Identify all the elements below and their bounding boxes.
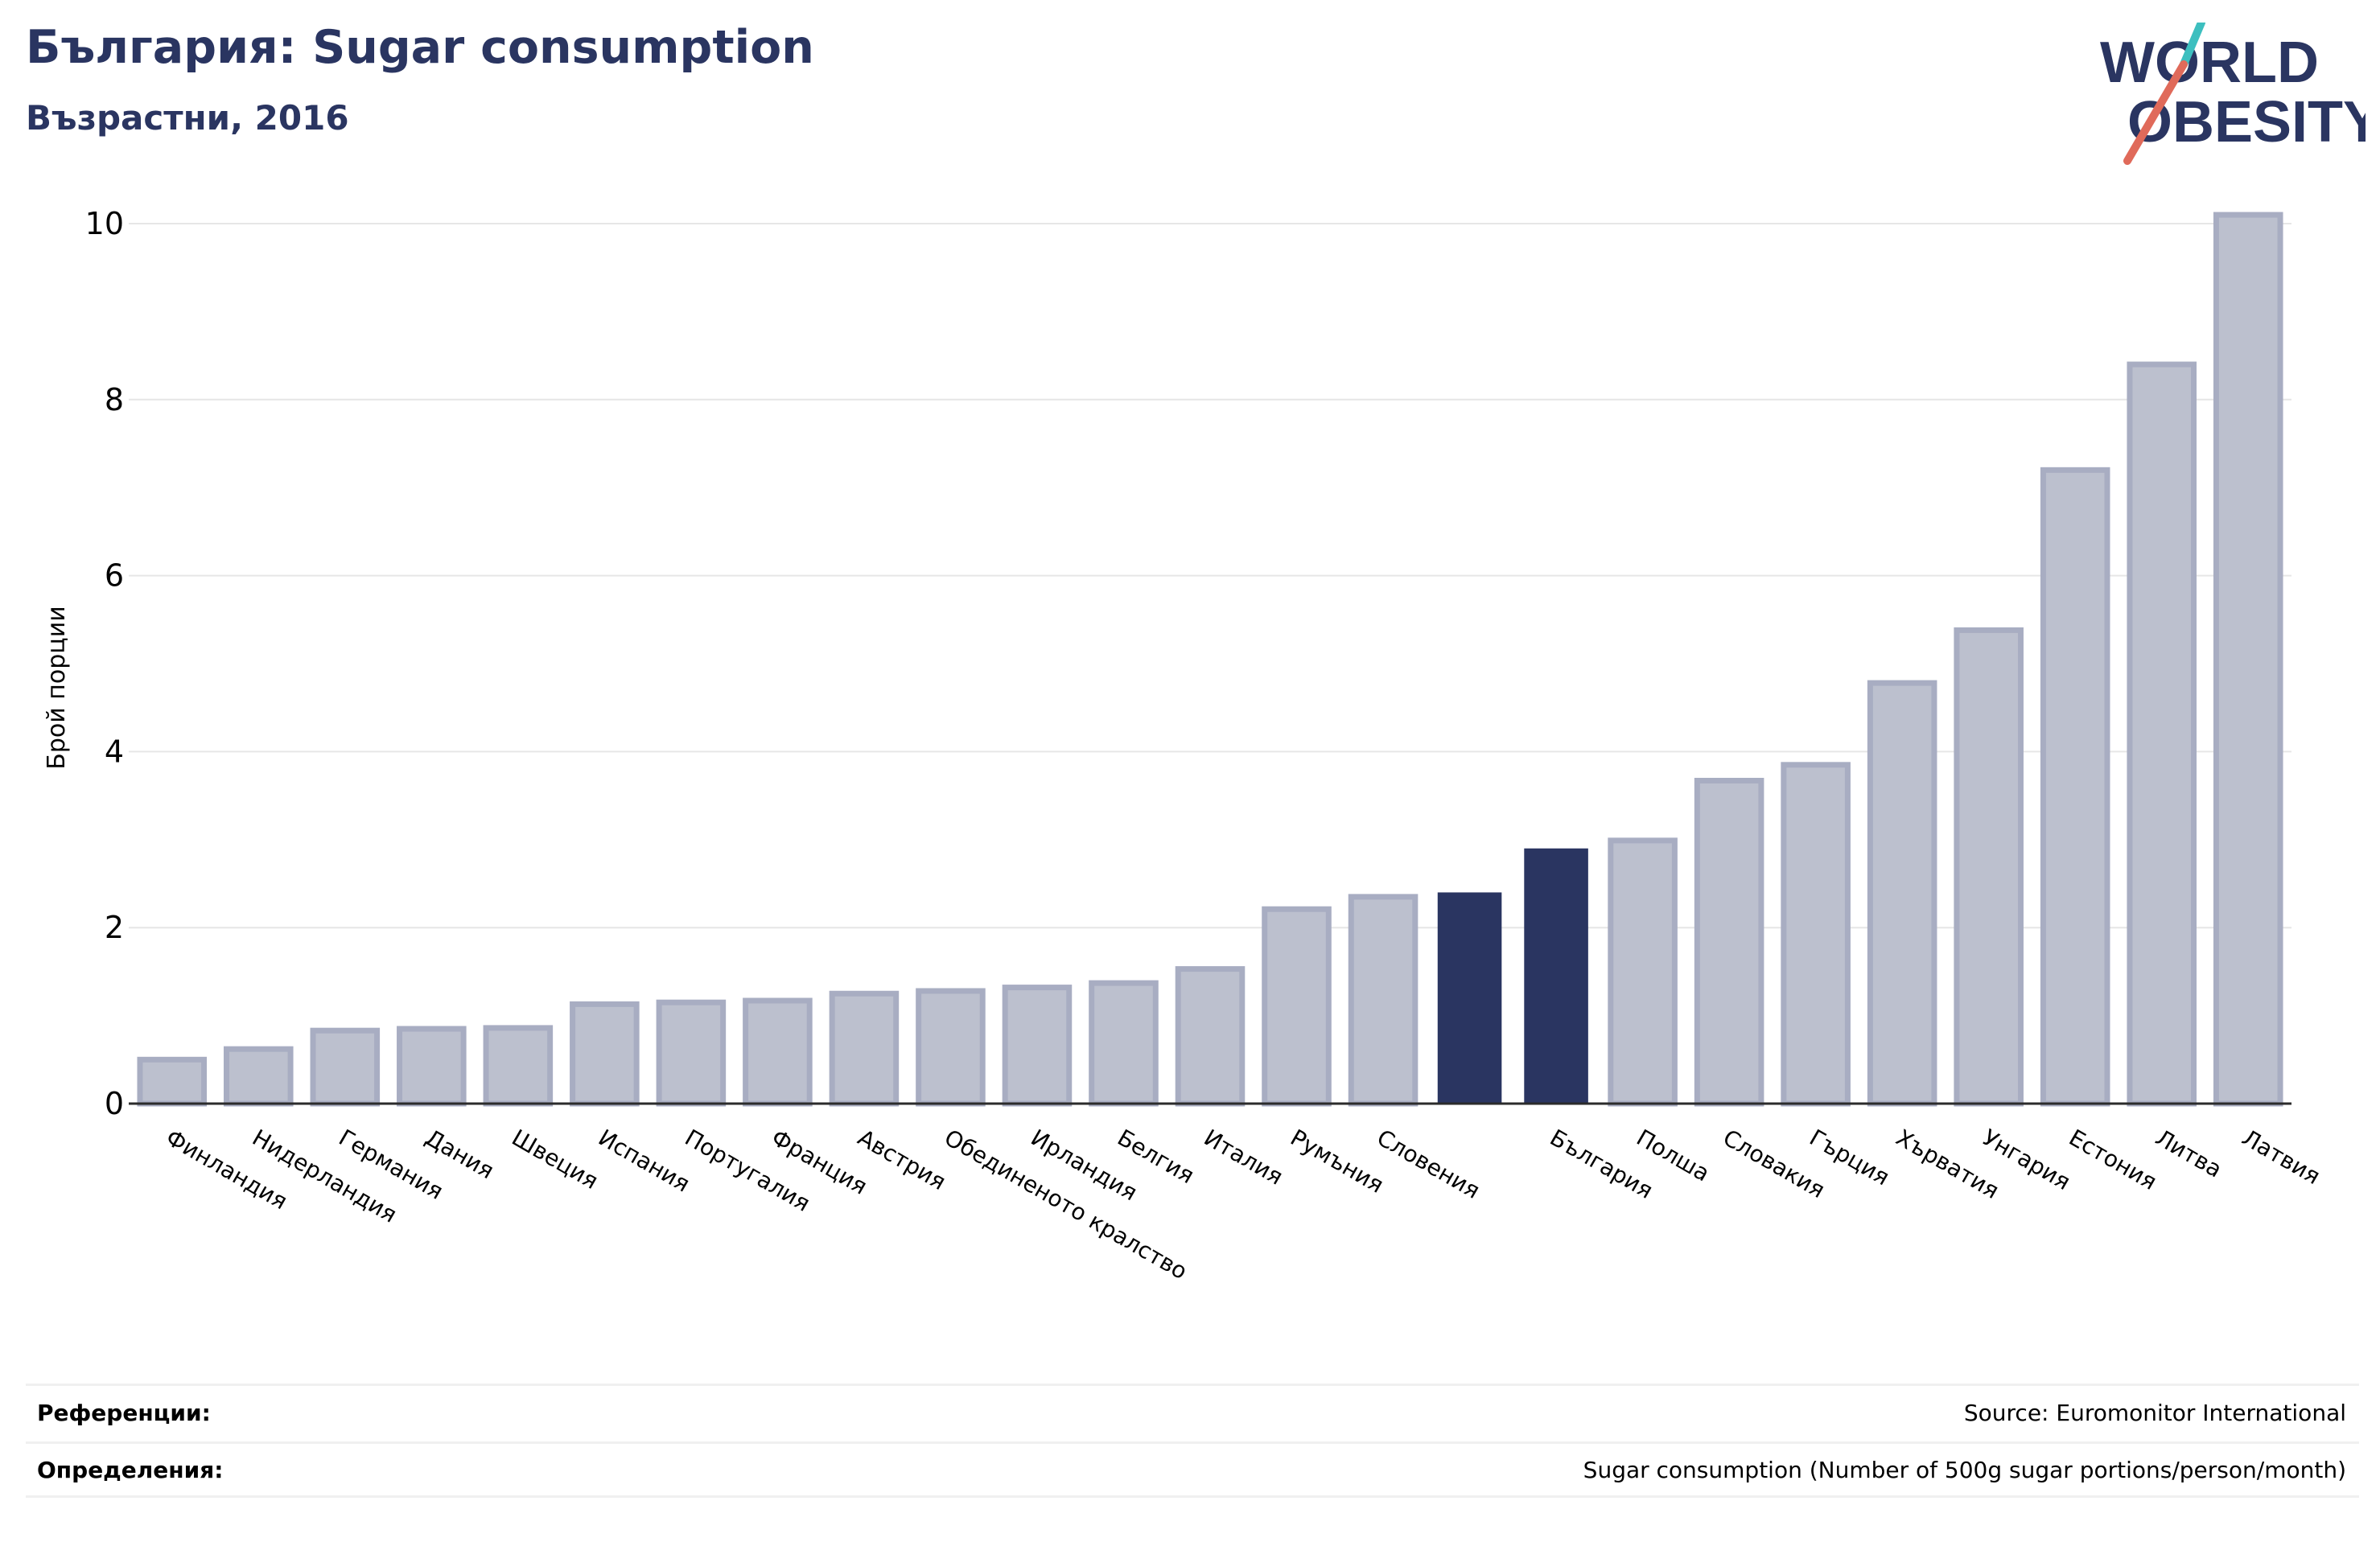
bar <box>829 990 900 1107</box>
y-tick-label: 4 <box>105 734 124 769</box>
logo-slash-top <box>2180 23 2205 68</box>
bar <box>1348 894 1419 1107</box>
x-tick-label: Нидерландия <box>248 1124 401 1227</box>
bar <box>223 1046 294 1107</box>
references-label: Референции: <box>37 1400 211 1426</box>
world-obesity-logo: WORLD OBESITY <box>2100 23 2366 165</box>
bar <box>1867 680 1937 1107</box>
bar <box>916 988 986 1107</box>
x-tick-label: Литва <box>2151 1124 2226 1182</box>
y-axis-label: Брой порции <box>43 606 71 769</box>
bar <box>2127 361 2197 1107</box>
bar <box>1954 627 2024 1107</box>
y-axis-ticks: 0 2 4 6 8 10 <box>85 206 124 1121</box>
x-tick-label: Румъния <box>1286 1124 1388 1198</box>
references-row: Референции: Source: Euromonitor Internat… <box>26 1384 2359 1440</box>
bar <box>656 999 727 1107</box>
page-subtitle: Възрастни, 2016 <box>26 98 349 138</box>
bar <box>1175 966 1246 1107</box>
bar-chart: 0 2 4 6 8 10 ФинландияНидерландияГерманияДани… <box>43 206 2324 1285</box>
y-tick-label: 8 <box>105 382 124 417</box>
bar <box>570 1001 640 1107</box>
bar <box>1437 892 1502 1104</box>
bar <box>743 997 813 1107</box>
x-tick-label: Словения <box>1373 1124 1484 1203</box>
bar <box>2040 467 2110 1107</box>
y-tick-label: 10 <box>85 206 124 241</box>
bar <box>1781 762 1851 1107</box>
bar <box>1089 980 1159 1107</box>
references-value: Source: Euromonitor International <box>1963 1400 2346 1426</box>
definitions-value: Sugar consumption (Number of 500g sugar … <box>1583 1456 2346 1483</box>
bars <box>137 212 2283 1107</box>
x-tick-label: Италия <box>1200 1124 1287 1190</box>
bar <box>483 1025 554 1107</box>
bar <box>1694 778 1764 1107</box>
definitions-label: Определения: <box>37 1456 224 1483</box>
bar <box>1262 906 1332 1107</box>
bar <box>397 1026 467 1107</box>
y-tick-label: 6 <box>105 558 124 594</box>
bar <box>1002 985 1073 1107</box>
x-tick-label: Австрия <box>854 1124 951 1195</box>
bar <box>137 1056 208 1107</box>
bar <box>1524 848 1588 1104</box>
logo-slash-bottom <box>2123 60 2188 165</box>
definitions-row: Определения: Sugar consumption (Number o… <box>26 1441 2359 1498</box>
bar <box>310 1027 381 1107</box>
y-tick-label: 2 <box>105 910 124 945</box>
x-tick-label: Латвия <box>2238 1124 2324 1190</box>
x-tick-label: Естония <box>2065 1124 2161 1195</box>
y-tick-label: 0 <box>105 1086 124 1121</box>
x-tick-label: Испания <box>594 1124 694 1197</box>
logo-text-line1: WORLD <box>2100 31 2319 95</box>
page-title: България: Sugar consumption <box>26 21 814 74</box>
bar <box>1608 837 1678 1107</box>
bar <box>2213 212 2283 1107</box>
x-tick-label: Швеция <box>508 1124 603 1194</box>
